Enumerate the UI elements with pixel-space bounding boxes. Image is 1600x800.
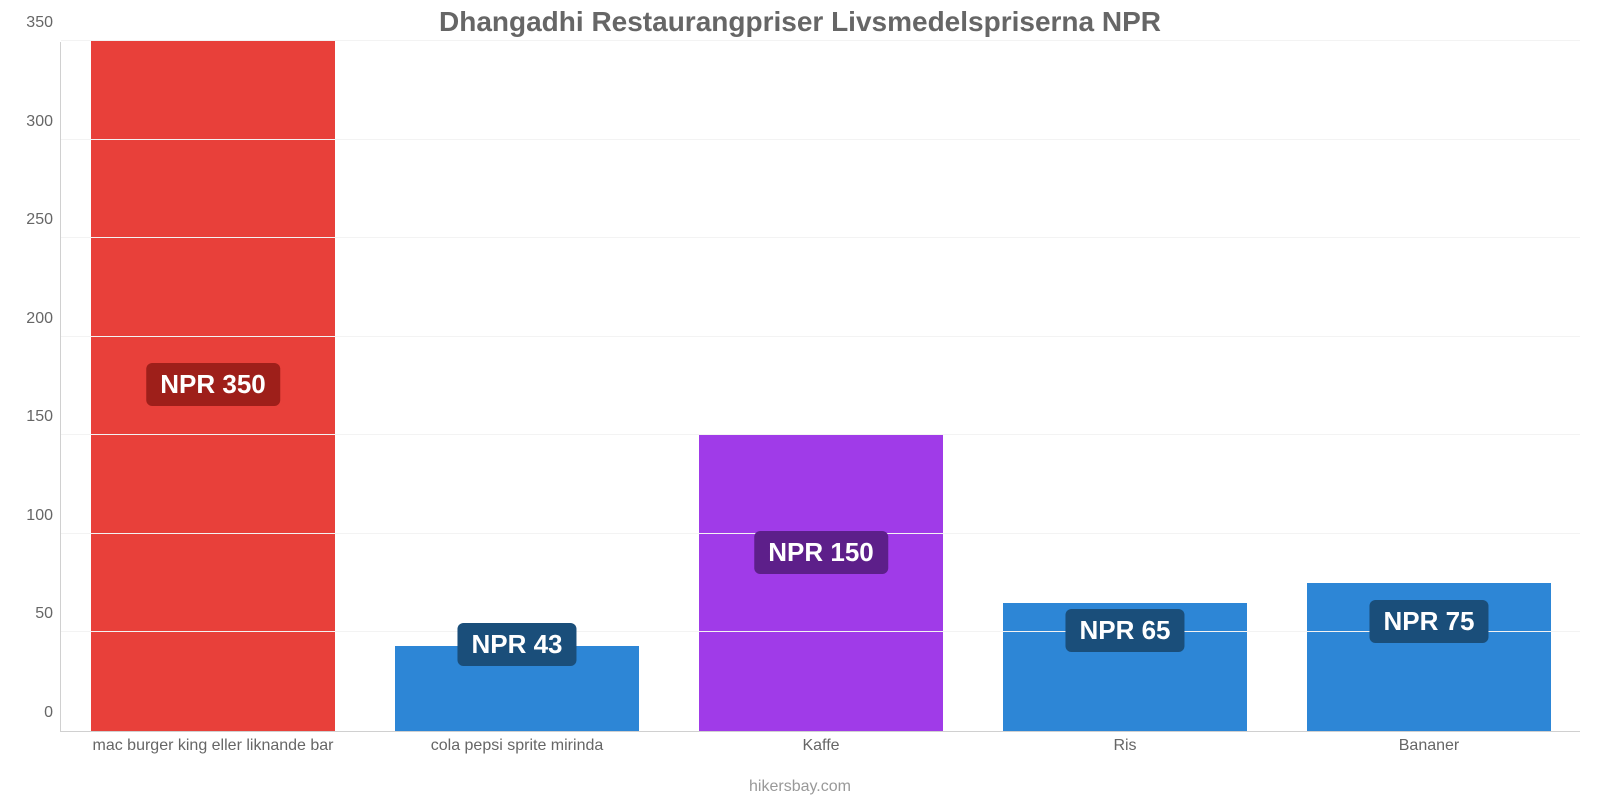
y-tick-label: 300 — [26, 113, 53, 131]
y-tick-label: 200 — [26, 310, 53, 328]
x-tick-label: Kaffe — [802, 737, 839, 755]
y-tick-label: 50 — [35, 605, 53, 623]
bar — [699, 435, 942, 731]
value-badge: NPR 65 — [1065, 609, 1184, 652]
gridline — [61, 631, 1580, 632]
gridline — [61, 40, 1580, 41]
x-tick-label: cola pepsi sprite mirinda — [431, 737, 604, 755]
value-badge: NPR 350 — [146, 363, 280, 406]
gridline — [61, 237, 1580, 238]
x-tick-label: Bananer — [1399, 737, 1460, 755]
y-tick-label: 100 — [26, 507, 53, 525]
gridline — [61, 434, 1580, 435]
y-tick-label: 350 — [26, 14, 53, 32]
value-badge: NPR 75 — [1369, 600, 1488, 643]
x-tick-label: Ris — [1113, 737, 1136, 755]
price-bar-chart: Dhangadhi Restaurangpriser Livsmedelspri… — [0, 0, 1600, 800]
y-tick-label: 250 — [26, 211, 53, 229]
chart-title: Dhangadhi Restaurangpriser Livsmedelspri… — [0, 6, 1600, 38]
x-tick-label: mac burger king eller liknande bar — [92, 737, 333, 755]
y-tick-label: 150 — [26, 408, 53, 426]
chart-footer: hikersbay.com — [0, 778, 1600, 796]
gridline — [61, 139, 1580, 140]
plot-area: 050100150200250300350mac burger king ell… — [60, 42, 1580, 732]
value-badge: NPR 43 — [457, 623, 576, 666]
value-badge: NPR 150 — [754, 531, 888, 574]
bars-layer — [61, 42, 1580, 731]
y-tick-label: 0 — [44, 704, 53, 722]
gridline — [61, 336, 1580, 337]
